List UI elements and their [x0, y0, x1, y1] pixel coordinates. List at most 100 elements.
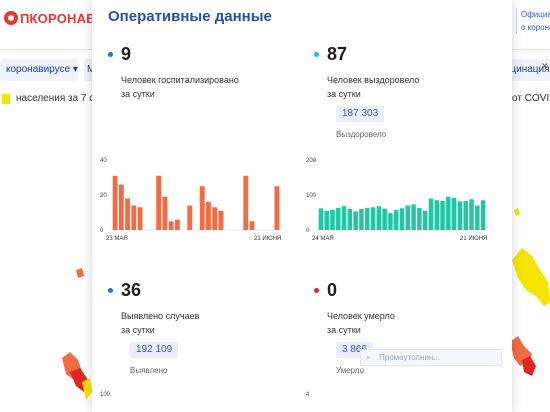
chart-hospitalized: 0 20 40 23 МАЯ 21 ИЮНЯ [100, 156, 286, 246]
site-logo[interactable]: ПКОРОНАВИ [4, 8, 105, 28]
chart-bar [469, 199, 474, 230]
chart-bar [399, 208, 405, 230]
stat-caption: Выявлено случаев за сутки [121, 309, 199, 337]
chart-bar [324, 210, 329, 230]
chart-bar [125, 198, 130, 230]
chart-bar [162, 196, 168, 230]
y-tick-label: 100 [100, 392, 111, 398]
chart-bar [274, 186, 280, 230]
chart-bar [174, 219, 180, 230]
chart-cases-svg: 100 [100, 392, 111, 398]
y-tick-label: 100 [306, 193, 317, 199]
official-info-link[interactable]: Официал о коронав [516, 8, 550, 34]
virus-logo-icon [4, 11, 18, 25]
x-start-label: 24 МАЯ [312, 236, 334, 242]
chart-bar [422, 210, 428, 230]
chart-bar [463, 200, 468, 230]
chart-bar [187, 205, 193, 230]
chart-bar [417, 207, 422, 230]
map-region-yellow-east[interactable] [512, 248, 550, 306]
chart-bar [428, 198, 434, 230]
chart-cases: 100 [100, 388, 286, 412]
region-search-input[interactable]: ⌕ Промоутолнин... [360, 349, 502, 366]
chart-bar [382, 208, 387, 230]
total-label: Выздоровело [336, 130, 387, 139]
logo-text: ПКОРОНАВИ [20, 10, 106, 26]
map-region-yellow-west[interactable] [82, 378, 92, 400]
chart-bar [112, 175, 118, 230]
chart-bar [457, 201, 463, 230]
stat-caption: Человек выздоровело за сутки [327, 73, 419, 101]
nav-about-dropdown[interactable]: коронавирусе ▾ [0, 59, 78, 81]
legend-swatch-yellow [2, 94, 10, 104]
stat-caption-line1: Человек выздоровело [327, 75, 420, 85]
stat-value: 87 [327, 44, 348, 64]
stat-value: 0 [327, 280, 338, 300]
chart-bar [118, 184, 124, 230]
stat-caption-line2: за сутки [121, 89, 155, 99]
region-search-placeholder: Промоутолнин... [379, 353, 440, 362]
total-label: Выявлено [130, 366, 168, 375]
stat-caption-line2: за сутки [327, 325, 361, 335]
search-icon: ⌕ [366, 353, 371, 362]
stat-caption: Человек госпитализировано за сутки [121, 73, 239, 101]
covid-legend-text: от COVID [512, 93, 550, 104]
stat-value: 9 [121, 44, 132, 64]
chart-bar [376, 206, 382, 230]
chart-bar [388, 213, 393, 230]
modal-title: Оперативные данные [108, 8, 272, 25]
stat-caption-line1: Выявлено случаев [121, 311, 200, 321]
map-region-red-east[interactable] [522, 356, 536, 376]
chart-bar [364, 207, 370, 230]
stat-caption-line1: Человек умерло [327, 311, 395, 321]
y-tick-label: 0 [100, 228, 104, 234]
x-end-label: 21 ИЮНЯ [254, 236, 281, 242]
chart-bar [393, 210, 399, 230]
chart-bar [212, 207, 218, 230]
chart-bar [168, 221, 174, 230]
chart-bar [434, 200, 440, 230]
chart-bar [341, 206, 347, 230]
red-dot-icon [314, 288, 319, 293]
y-tick-label: 4 [306, 392, 310, 398]
official-info-line1: Официал [521, 10, 550, 19]
close-icon[interactable]: ✕ [541, 61, 549, 71]
stat-caption-line1: Человек госпитализировано [121, 75, 239, 85]
total-badge: 192 109 [130, 342, 179, 358]
x-end-label: 21 ИЮНЯ [460, 236, 487, 242]
chart-bar [131, 205, 137, 230]
stat-caption-line2: за сутки [121, 325, 155, 335]
chart-bar [480, 200, 486, 230]
chart-bar [475, 205, 480, 230]
y-tick-label: 40 [100, 158, 107, 164]
chart-bar [199, 186, 205, 230]
chart-deaths-svg: 4 [306, 392, 310, 398]
chart-bar [451, 197, 457, 230]
total-label: Умерло [336, 366, 365, 375]
chart-bar [411, 204, 416, 230]
official-info-line2: о коронав [521, 23, 550, 32]
x-start-label: 23 МАЯ [106, 236, 128, 242]
chart-bar [218, 210, 224, 230]
y-tick-label: 200 [306, 158, 317, 164]
y-tick-label: 0 [306, 228, 310, 234]
chart-deaths: 4 [306, 388, 492, 412]
map-region-spot-right[interactable] [514, 208, 520, 216]
stat-caption: Человек умерло за сутки [327, 309, 395, 337]
chart-bar [156, 175, 162, 230]
site-nav: коронавирусе ▾ М кцинация [0, 55, 550, 85]
map-region-spot[interactable] [76, 268, 84, 278]
nav-vaccination[interactable]: кцинация [500, 59, 550, 81]
chart-bar [336, 207, 341, 230]
chart-bar [318, 208, 324, 230]
teal-dot-icon [314, 52, 319, 57]
chart-bar [137, 207, 143, 230]
blue-dot-icon [108, 288, 113, 293]
blue-dot-icon [108, 52, 113, 57]
chart-bar [440, 200, 445, 230]
chart-recovered-svg: 0 100 200 24 МАЯ 21 ИЮНЯ [306, 158, 487, 242]
total-badge: 187 303 [336, 106, 385, 122]
chart-bar [347, 209, 353, 230]
chart-hospitalized-svg: 0 20 40 23 МАЯ 21 ИЮНЯ [100, 158, 281, 242]
stat-value: 36 [121, 280, 142, 300]
